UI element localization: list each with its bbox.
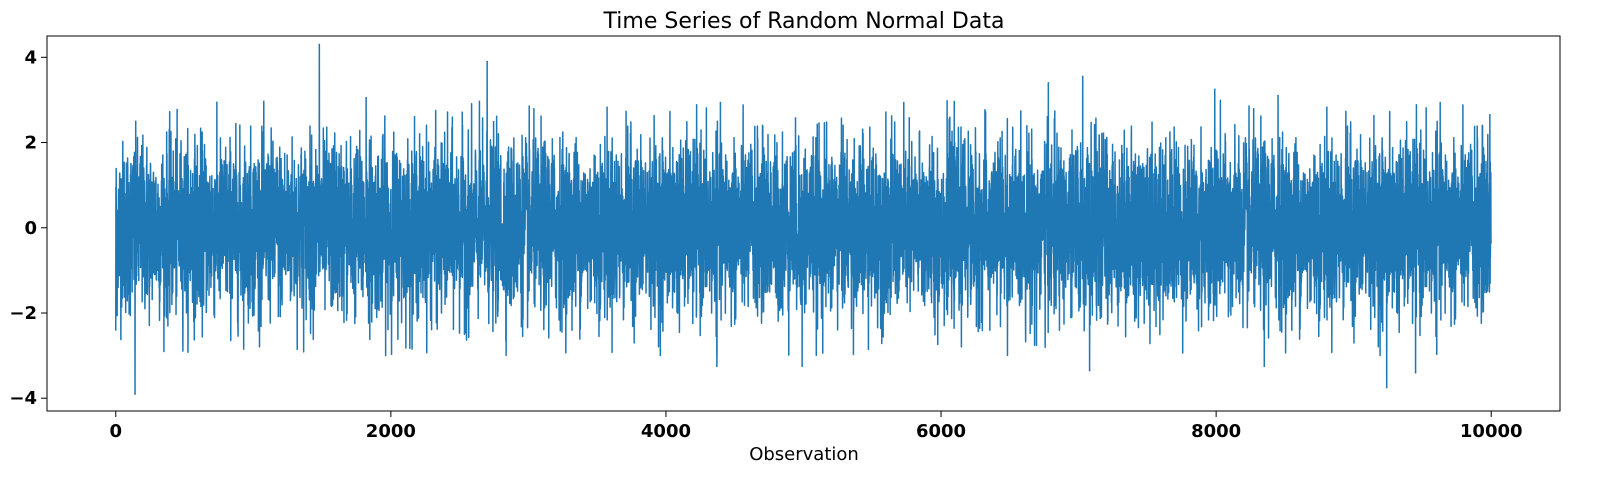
y-tick-label: 0 [24,218,37,239]
y-tick-label: −4 [9,388,37,409]
series-point [801,365,803,368]
series-line [115,43,1492,395]
plot-frame [46,35,1561,412]
x-tick-label: 10000 [1460,421,1523,442]
y-tick-label: 2 [24,133,37,154]
series-point [1385,386,1388,389]
x-tick-label: 2000 [366,421,416,442]
series-point [365,96,367,99]
series-point [486,60,488,63]
series-point [1414,371,1417,374]
x-tick-label: 4000 [641,421,691,442]
series-layer [114,43,1492,395]
series-point [716,365,718,368]
x-tick-label: 8000 [1191,421,1241,442]
series-point [1277,94,1279,97]
series-point [1081,75,1084,78]
series-point [1088,369,1091,372]
series-point [1047,82,1050,84]
y-tick-label: −2 [9,303,37,324]
chart-title: Time Series of Random Normal Data [603,9,1005,34]
series-point [1213,88,1216,91]
series-point [318,43,321,46]
series-point [1263,365,1266,368]
series-point [134,393,136,395]
x-axis-label: Observation [749,444,859,465]
series-point [1489,114,1491,116]
x-tick-label: 0 [110,421,123,442]
series-point [114,329,117,331]
x-tick-label: 6000 [916,421,966,442]
x-axis: 0 2000 4000 6000 8000 10000 [110,411,1523,442]
y-axis: 4 2 0 −2 −4 [9,47,47,409]
y-tick-label: 4 [24,47,37,68]
